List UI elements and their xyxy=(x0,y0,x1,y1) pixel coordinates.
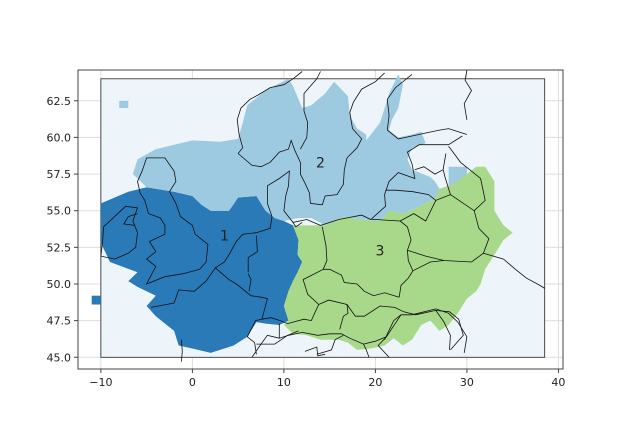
boundary-line xyxy=(346,304,395,317)
y-axis-ticks: 45.0 47.5 50.0 52.5 55.0 57.5 60.0 62.5 xyxy=(47,95,78,364)
y-tick-label: 60.0 xyxy=(47,131,72,144)
boundary-line xyxy=(236,71,303,154)
boundary-line xyxy=(377,336,390,358)
boundary-line xyxy=(414,166,444,175)
x-axis-ticks: −10 0 10 20 30 40 xyxy=(89,369,565,389)
boundary-line xyxy=(291,220,303,228)
boundary-line xyxy=(318,299,349,330)
x-tick-label: 40 xyxy=(551,376,565,389)
region-3-area xyxy=(283,166,513,350)
boundary-line xyxy=(412,260,445,272)
boundary-line xyxy=(371,219,401,222)
x-tick-label: 0 xyxy=(189,376,196,389)
boundary-line xyxy=(387,128,468,140)
region-label-1: 1 xyxy=(220,229,229,245)
boundary-line xyxy=(394,307,464,351)
boundary-line xyxy=(386,74,413,131)
boundary-line xyxy=(247,273,252,292)
boundary-line xyxy=(181,339,183,362)
boundary-line xyxy=(385,189,437,201)
coastlines-borders xyxy=(100,69,545,362)
x-tick-label: 10 xyxy=(277,376,291,389)
boundary-line xyxy=(300,71,321,150)
boundary-line xyxy=(251,308,468,358)
boundary-line xyxy=(256,330,299,345)
y-tick-label: 47.5 xyxy=(47,315,72,328)
region-label-2: 2 xyxy=(316,155,325,171)
boundary-line xyxy=(304,346,326,357)
boundary-line xyxy=(100,205,138,260)
boundary-line xyxy=(215,267,268,355)
y-tick-label: 57.5 xyxy=(47,168,72,181)
boundary-line xyxy=(384,314,402,340)
y-tick-label: 52.5 xyxy=(47,241,72,254)
y-tick-label: 45.0 xyxy=(47,351,72,364)
boundary-line xyxy=(151,135,463,308)
x-tick-label: 20 xyxy=(368,376,382,389)
region-2-area xyxy=(119,100,129,109)
region-labels: 1 2 3 xyxy=(220,155,384,259)
boundary-line xyxy=(398,220,414,298)
x-tick-label: 30 xyxy=(460,376,474,389)
boundary-line xyxy=(316,334,344,355)
boundary-line xyxy=(399,153,451,222)
region-1-area xyxy=(100,187,303,353)
y-tick-label: 50.0 xyxy=(47,278,72,291)
boundary-line xyxy=(448,145,486,211)
boundary-line xyxy=(463,69,472,120)
boundary-line xyxy=(123,213,138,226)
y-tick-label: 62.5 xyxy=(47,95,72,108)
region-label-3: 3 xyxy=(376,243,385,259)
axes-frame xyxy=(77,69,564,370)
boundary-line xyxy=(435,310,451,350)
boundary-line xyxy=(137,157,209,285)
boundary-line xyxy=(483,252,545,289)
y-tick-label: 55.0 xyxy=(47,205,72,218)
boundary-line xyxy=(247,235,258,273)
boundary-line xyxy=(323,268,400,298)
boundary-line xyxy=(237,72,385,206)
x-tick-label: −10 xyxy=(89,376,112,389)
boundary-line xyxy=(363,343,370,358)
region-1-area xyxy=(91,295,101,305)
